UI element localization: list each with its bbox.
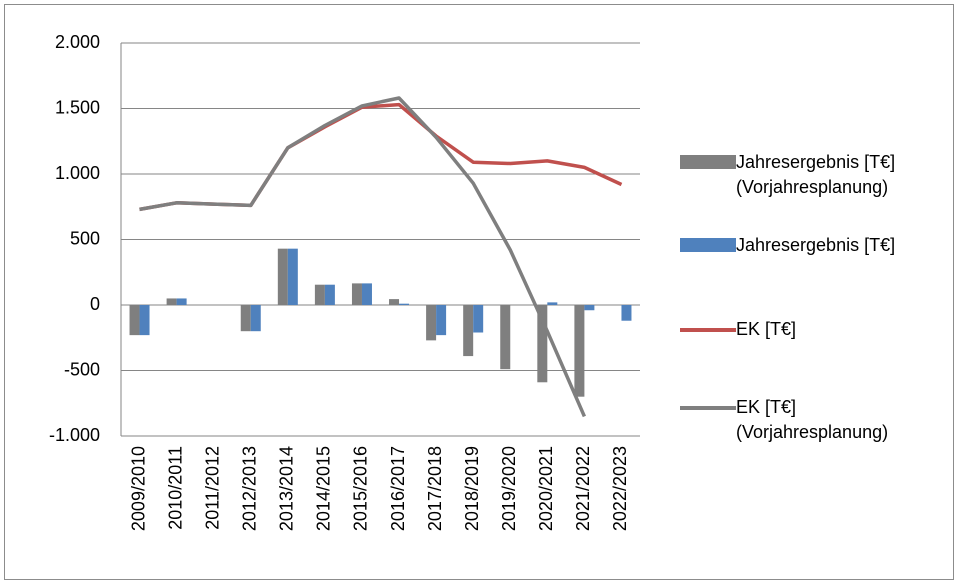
bar [473, 305, 484, 333]
x-tick-label: 2018/2019 [462, 446, 482, 531]
x-tick-label: 2013/2014 [277, 446, 297, 531]
bar [166, 298, 177, 305]
legend-swatch [680, 233, 736, 255]
x-tick-label: 2014/2015 [314, 446, 334, 531]
x-tick-label: 2019/2020 [499, 446, 519, 531]
y-tick-label: -500 [64, 359, 100, 379]
bar [176, 298, 187, 305]
x-tick-label: 2017/2018 [425, 446, 445, 531]
y-tick-label: 1.000 [55, 163, 100, 183]
bar [426, 305, 437, 341]
legend-label: Jahresergebnis [T€] [736, 235, 896, 255]
x-tick-label: 2016/2017 [388, 446, 408, 531]
line [139, 102, 623, 212]
bar [287, 248, 298, 305]
legend-entry: Jahresergebnis [T€] [680, 233, 950, 258]
x-tick-label: 2022/2023 [610, 446, 630, 531]
legend-swatch [680, 150, 736, 172]
chart-frame [4, 4, 954, 580]
legend-entry: EK [T€] (Vorjahresplanung) [680, 395, 950, 445]
line [139, 96, 587, 418]
legend-entry: EK [T€] [680, 317, 950, 342]
bar [463, 305, 474, 357]
x-tick-label: 2010/2011 [165, 446, 185, 530]
bar [361, 283, 372, 305]
bar [537, 305, 548, 383]
x-tick-label: 2012/2013 [240, 446, 260, 531]
bar [399, 303, 410, 305]
bar [500, 305, 511, 370]
bar [250, 305, 261, 332]
legend-swatch [680, 395, 736, 417]
x-tick-label: 2009/2010 [128, 446, 148, 531]
bar [240, 305, 251, 332]
bar [324, 284, 335, 305]
bar [574, 305, 585, 397]
y-tick-label: 1.500 [55, 97, 100, 117]
y-tick-label: 500 [70, 228, 100, 248]
x-tick-label: 2021/2022 [573, 446, 593, 531]
bar [277, 248, 288, 305]
legend-label: Jahresergebnis [T€] (Vorjahresplanung) [736, 152, 896, 197]
bar [389, 299, 400, 305]
legend-label: EK [T€] (Vorjahresplanung) [736, 397, 889, 442]
y-tick-label: -1.000 [49, 425, 100, 445]
legend-entry: Jahresergebnis [T€] (Vorjahresplanung) [680, 150, 950, 200]
x-tick-label: 2020/2021 [536, 446, 556, 531]
bar [139, 305, 150, 336]
bar [547, 302, 558, 305]
bar [621, 305, 632, 321]
bar [351, 283, 362, 305]
bar [129, 305, 140, 336]
x-tick-label: 2015/2016 [351, 446, 371, 531]
y-tick-label: 2.000 [55, 32, 100, 52]
legend-label: EK [T€] [736, 319, 797, 339]
y-tick-label: 0 [90, 294, 100, 314]
bar [314, 284, 325, 305]
bar [584, 305, 595, 311]
x-tick-label: 2011/2012 [202, 446, 222, 530]
legend-swatch [680, 317, 736, 339]
bar [436, 305, 447, 336]
